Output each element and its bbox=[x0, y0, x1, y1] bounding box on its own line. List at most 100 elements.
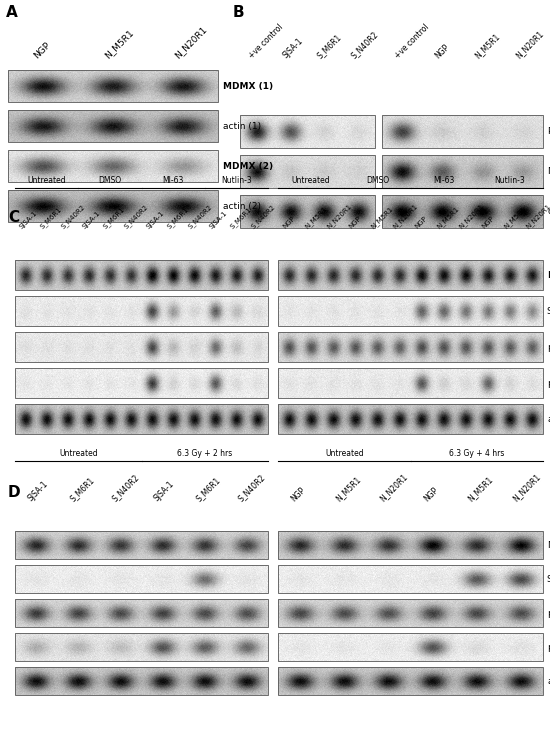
Text: Nutlin-3: Nutlin-3 bbox=[494, 176, 525, 185]
Text: NGP: NGP bbox=[481, 215, 495, 230]
Text: NGP: NGP bbox=[433, 42, 451, 60]
Text: S_M6R1: S_M6R1 bbox=[166, 206, 190, 230]
Text: P-gp: P-gp bbox=[547, 127, 550, 136]
Text: SJSA-1: SJSA-1 bbox=[81, 210, 102, 230]
Text: p53: p53 bbox=[547, 343, 550, 352]
Text: MDMX (1): MDMX (1) bbox=[223, 82, 273, 91]
Bar bbox=[382, 155, 543, 188]
Bar bbox=[278, 633, 543, 661]
Text: N_M5R1: N_M5R1 bbox=[502, 206, 527, 230]
Text: N_N20R1: N_N20R1 bbox=[510, 472, 542, 503]
Bar bbox=[15, 368, 268, 398]
Bar bbox=[8, 70, 218, 102]
Text: D: D bbox=[8, 485, 21, 500]
Text: DMSO: DMSO bbox=[98, 176, 122, 185]
Text: actin (2): actin (2) bbox=[223, 202, 261, 211]
Text: 6.3 Gy + 2 hrs: 6.3 Gy + 2 hrs bbox=[177, 449, 232, 458]
Bar bbox=[278, 296, 543, 326]
Bar bbox=[382, 115, 543, 148]
Text: N_M5R1: N_M5R1 bbox=[473, 32, 502, 60]
Bar bbox=[8, 190, 218, 222]
Text: S_M6R1: S_M6R1 bbox=[39, 206, 63, 230]
Text: MDMX (2): MDMX (2) bbox=[223, 161, 273, 170]
Bar bbox=[15, 565, 268, 593]
Text: N_N20R1: N_N20R1 bbox=[524, 202, 550, 230]
Text: +ve control: +ve control bbox=[248, 22, 285, 60]
Bar bbox=[382, 195, 543, 228]
Text: p21: p21 bbox=[547, 379, 550, 388]
Text: S_M6R1: S_M6R1 bbox=[315, 32, 343, 60]
Bar bbox=[15, 404, 268, 434]
Text: S_N40R2: S_N40R2 bbox=[236, 472, 267, 503]
Bar bbox=[8, 110, 218, 142]
Text: Untreated: Untreated bbox=[28, 176, 66, 185]
Text: C: C bbox=[8, 210, 19, 225]
Text: a-tubulin: a-tubulin bbox=[547, 415, 550, 424]
Text: S_N40R2: S_N40R2 bbox=[110, 472, 141, 503]
Text: NGP: NGP bbox=[348, 215, 362, 230]
Text: N_M5R1: N_M5R1 bbox=[436, 206, 461, 230]
Text: N_N20R1: N_N20R1 bbox=[326, 202, 353, 230]
Text: SJSA-1: SJSA-1 bbox=[152, 479, 176, 503]
Text: N_N20R1: N_N20R1 bbox=[378, 472, 409, 503]
Text: SJSA-1: SJSA-1 bbox=[145, 210, 165, 230]
Text: N_M5R1: N_M5R1 bbox=[103, 28, 135, 60]
Text: S_M6R1: S_M6R1 bbox=[102, 206, 126, 230]
Text: MRP-1: MRP-1 bbox=[547, 167, 550, 176]
Text: actin (1): actin (1) bbox=[223, 122, 261, 130]
Bar bbox=[278, 260, 543, 290]
Text: N_N20R1: N_N20R1 bbox=[458, 202, 486, 230]
Text: Ser-15 p53: Ser-15 p53 bbox=[547, 307, 550, 316]
Text: S_N40R2: S_N40R2 bbox=[349, 29, 379, 60]
Text: N_N20R1: N_N20R1 bbox=[392, 202, 419, 230]
Bar bbox=[15, 599, 268, 627]
Text: a-tubulin: a-tubulin bbox=[547, 676, 550, 686]
Text: Untreated: Untreated bbox=[59, 449, 97, 458]
Text: p21: p21 bbox=[547, 643, 550, 652]
Bar bbox=[15, 332, 268, 362]
Bar bbox=[240, 195, 375, 228]
Text: NGP: NGP bbox=[282, 215, 296, 230]
Bar bbox=[15, 667, 268, 695]
Bar bbox=[240, 155, 375, 188]
Text: Untreated: Untreated bbox=[325, 449, 364, 458]
Text: +ve control: +ve control bbox=[393, 22, 431, 60]
Text: S_M6R1: S_M6R1 bbox=[229, 206, 253, 230]
Bar bbox=[278, 667, 543, 695]
Text: 6.3 Gy + 4 hrs: 6.3 Gy + 4 hrs bbox=[449, 449, 504, 458]
Text: N_M5R1: N_M5R1 bbox=[304, 206, 328, 230]
Text: NGP: NGP bbox=[290, 485, 307, 503]
Text: S_N40R2: S_N40R2 bbox=[60, 203, 87, 230]
Text: S_N40R2: S_N40R2 bbox=[123, 203, 150, 230]
Text: N_N20R1: N_N20R1 bbox=[173, 25, 208, 60]
Bar bbox=[15, 531, 268, 559]
Text: NGP: NGP bbox=[32, 40, 52, 60]
Text: B: B bbox=[233, 5, 245, 20]
Text: MDM2: MDM2 bbox=[547, 541, 550, 550]
Text: MI-63: MI-63 bbox=[162, 176, 184, 185]
Text: N_M5R1: N_M5R1 bbox=[466, 475, 495, 503]
Text: NGP: NGP bbox=[414, 215, 429, 230]
Text: SJSA-1: SJSA-1 bbox=[208, 210, 228, 230]
Text: S_N40R2: S_N40R2 bbox=[186, 203, 213, 230]
Text: SJSA-1: SJSA-1 bbox=[26, 479, 50, 503]
Bar bbox=[278, 531, 543, 559]
Bar bbox=[278, 368, 543, 398]
Bar bbox=[278, 404, 543, 434]
Bar bbox=[15, 260, 268, 290]
Text: S_N40R2: S_N40R2 bbox=[250, 203, 277, 230]
Text: Untreated: Untreated bbox=[292, 176, 331, 185]
Bar bbox=[278, 332, 543, 362]
Text: α-tubulin: α-tubulin bbox=[547, 207, 550, 216]
Text: Nutlin-3: Nutlin-3 bbox=[221, 176, 252, 185]
Bar bbox=[15, 633, 268, 661]
Text: S_M6R1: S_M6R1 bbox=[194, 476, 222, 503]
Text: N_M5R1: N_M5R1 bbox=[370, 206, 394, 230]
Bar bbox=[278, 565, 543, 593]
Text: N_N20R1: N_N20R1 bbox=[514, 28, 544, 60]
Text: SJSA-1: SJSA-1 bbox=[18, 210, 38, 230]
Bar bbox=[240, 115, 375, 148]
Text: p53: p53 bbox=[547, 608, 550, 617]
Text: NGP: NGP bbox=[422, 485, 440, 503]
Text: Ser-15 p53: Ser-15 p53 bbox=[547, 574, 550, 584]
